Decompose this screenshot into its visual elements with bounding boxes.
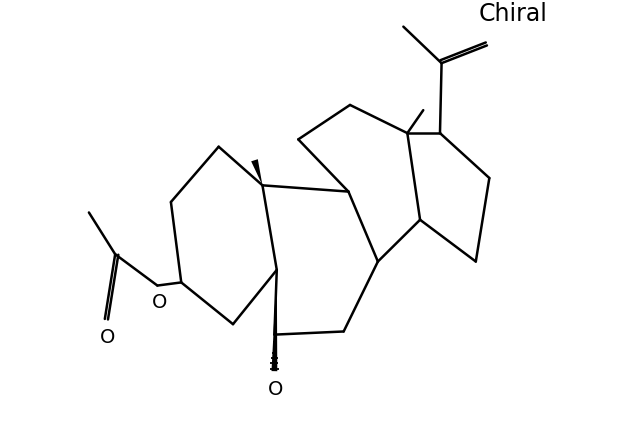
Text: O: O (100, 328, 115, 347)
Polygon shape (271, 270, 277, 371)
Text: O: O (152, 294, 167, 312)
Polygon shape (251, 159, 262, 185)
Text: O: O (268, 380, 284, 399)
Text: Chiral: Chiral (479, 2, 548, 26)
